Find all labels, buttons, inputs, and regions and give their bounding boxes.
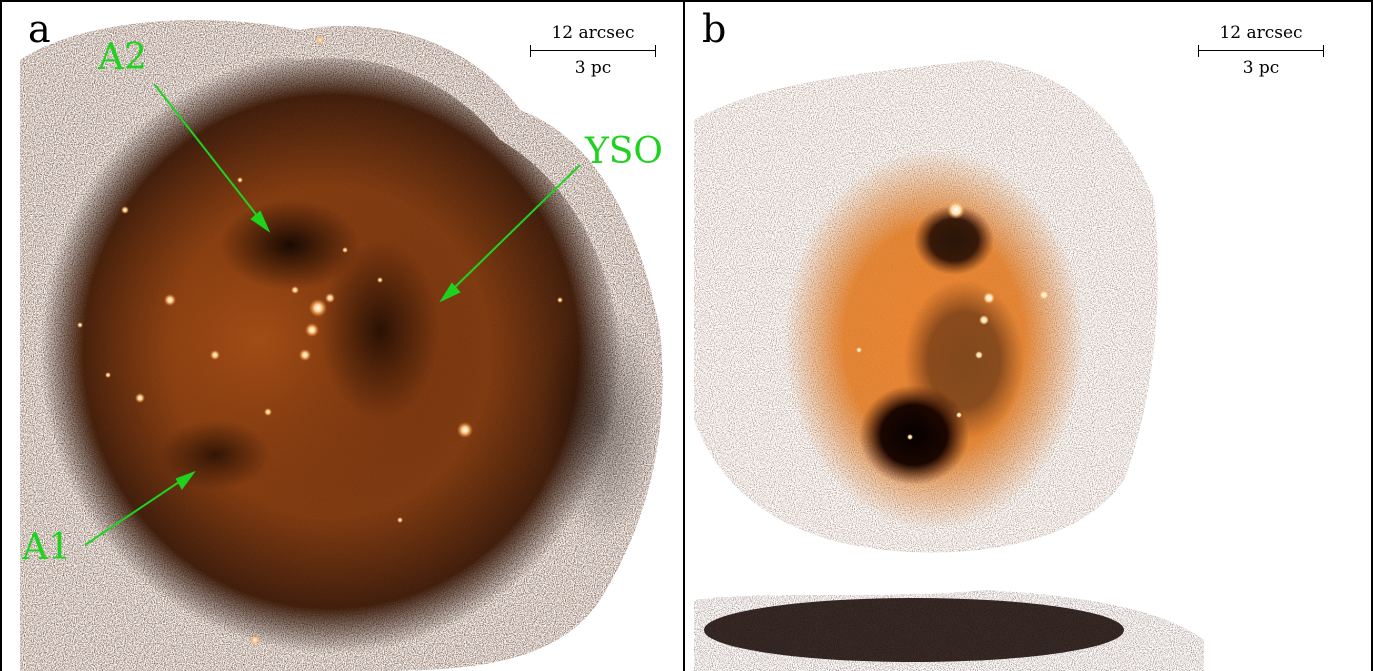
panel-letter-b: b	[702, 7, 727, 51]
scale-pc-label: 3 pc	[574, 57, 612, 78]
panel-b: b 12 arcsec 3 pc	[684, 0, 1373, 671]
label-a2: A2	[98, 37, 147, 78]
scale-bar-line	[1198, 44, 1324, 57]
label-yso: YSO	[585, 131, 663, 172]
scale-arcsec-label: 12 arcsec	[1219, 23, 1303, 43]
panel-a: a 12 arcsec 3 pc A2 YSO A1	[0, 0, 684, 671]
scale-bar-a: 12 arcsec 3 pc	[528, 24, 658, 77]
scale-bar-b: 12 arcsec 3 pc	[1196, 24, 1326, 77]
label-a1: A1	[22, 527, 71, 568]
nebula-image-a	[0, 0, 684, 671]
scale-bar-line	[530, 44, 656, 57]
scale-pc-label: 3 pc	[1242, 57, 1280, 78]
scale-arcsec-label: 12 arcsec	[551, 23, 635, 43]
nebula-image-b	[684, 0, 1373, 671]
panel-letter-a: a	[28, 7, 51, 51]
